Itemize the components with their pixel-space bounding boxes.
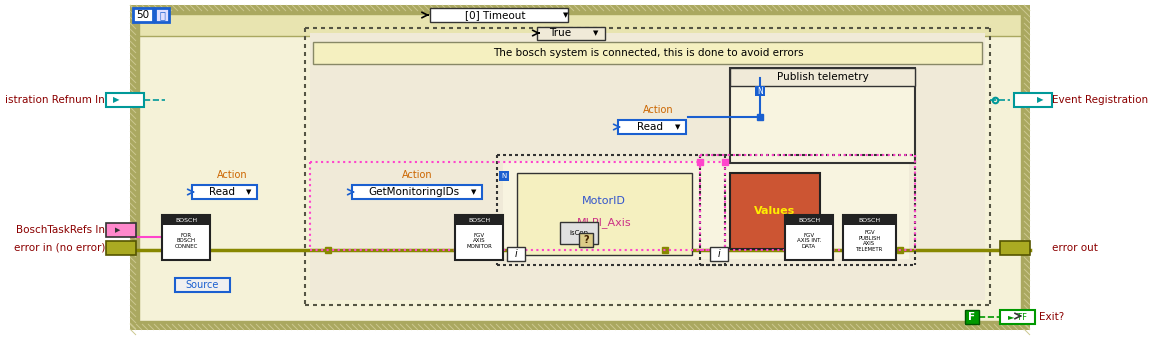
Text: Action: Action bbox=[643, 105, 674, 115]
Text: FGV
AXIS
MONITOR: FGV AXIS MONITOR bbox=[466, 233, 492, 249]
Bar bbox=[618, 120, 686, 134]
Text: ▶: ▶ bbox=[1037, 95, 1043, 104]
Bar bbox=[560, 222, 598, 244]
Bar bbox=[139, 14, 1021, 321]
Text: True: True bbox=[549, 28, 571, 38]
Text: Action: Action bbox=[217, 170, 247, 180]
Bar bbox=[755, 86, 765, 96]
Bar bbox=[1000, 241, 1030, 255]
Text: isCon: isCon bbox=[570, 230, 588, 236]
Bar bbox=[455, 215, 503, 260]
Text: Exit?: Exit? bbox=[1039, 312, 1065, 322]
Text: BoschTaskRefs In: BoschTaskRefs In bbox=[16, 225, 105, 235]
Bar bbox=[192, 185, 257, 199]
Bar bbox=[455, 215, 503, 225]
Bar bbox=[579, 233, 593, 247]
Text: ⌛: ⌛ bbox=[160, 10, 165, 20]
Bar bbox=[499, 171, 509, 181]
Text: ▶: ▶ bbox=[113, 95, 119, 104]
Text: BOSCH: BOSCH bbox=[859, 218, 881, 222]
Text: N: N bbox=[757, 87, 763, 95]
Text: error out: error out bbox=[1052, 243, 1098, 253]
Text: Read: Read bbox=[637, 122, 664, 132]
Text: i: i bbox=[514, 249, 518, 259]
Text: MLPI_Axis: MLPI_Axis bbox=[577, 218, 631, 228]
Bar bbox=[175, 278, 230, 292]
Bar bbox=[351, 185, 482, 199]
Text: Values: Values bbox=[755, 206, 795, 216]
Bar bbox=[129, 5, 1030, 330]
Bar bbox=[710, 247, 728, 261]
Bar bbox=[538, 27, 605, 40]
Text: Event Registration: Event Registration bbox=[1052, 95, 1148, 105]
Text: error in (no error): error in (no error) bbox=[14, 243, 105, 253]
Bar bbox=[310, 33, 985, 300]
Text: BOSCH: BOSCH bbox=[798, 218, 820, 222]
Bar bbox=[965, 310, 979, 324]
Bar bbox=[430, 8, 568, 22]
Text: ▼: ▼ bbox=[246, 189, 252, 195]
Text: istration Refnum In: istration Refnum In bbox=[6, 95, 105, 105]
Text: [0] Timeout: [0] Timeout bbox=[465, 10, 525, 20]
Text: FOR
BOSCH
CONNEC: FOR BOSCH CONNEC bbox=[175, 233, 198, 249]
Bar bbox=[133, 8, 153, 22]
Text: GetMonitoringIDs: GetMonitoringIDs bbox=[369, 187, 460, 197]
Text: ▼: ▼ bbox=[563, 12, 569, 18]
Bar bbox=[843, 215, 896, 225]
Text: ▼: ▼ bbox=[675, 124, 681, 130]
Text: FGV
AXIS INT.
DATA: FGV AXIS INT. DATA bbox=[796, 233, 821, 249]
Text: Publish telemetry: Publish telemetry bbox=[777, 72, 868, 82]
Bar bbox=[313, 42, 981, 64]
Text: ?: ? bbox=[583, 235, 588, 245]
Bar bbox=[507, 247, 525, 261]
Bar bbox=[729, 173, 820, 249]
Bar bbox=[1014, 93, 1052, 107]
Text: F: F bbox=[969, 312, 976, 322]
Text: i: i bbox=[718, 249, 720, 259]
Bar bbox=[503, 161, 719, 259]
Bar bbox=[785, 215, 833, 225]
Bar bbox=[139, 14, 1021, 36]
Bar bbox=[843, 215, 896, 260]
Text: Source: Source bbox=[185, 280, 218, 290]
Text: FGV
PUBLISH
AXIS
TELEMETR: FGV PUBLISH AXIS TELEMETR bbox=[855, 230, 883, 252]
Bar bbox=[162, 215, 210, 260]
Bar bbox=[106, 223, 136, 237]
Text: ▼: ▼ bbox=[593, 30, 599, 36]
Text: ► TF: ► TF bbox=[1008, 312, 1027, 322]
Text: N: N bbox=[502, 173, 506, 179]
Bar bbox=[162, 215, 210, 225]
Bar bbox=[106, 241, 136, 255]
Text: Read: Read bbox=[209, 187, 235, 197]
Bar bbox=[706, 161, 909, 259]
Text: The bosch system is connected, this is done to avoid errors: The bosch system is connected, this is d… bbox=[492, 48, 803, 58]
Text: 50: 50 bbox=[136, 10, 149, 20]
Bar bbox=[155, 8, 169, 22]
Bar bbox=[106, 93, 144, 107]
Text: MotorID: MotorID bbox=[583, 196, 625, 206]
Bar bbox=[729, 68, 916, 86]
Bar bbox=[729, 68, 916, 163]
Bar bbox=[517, 173, 692, 255]
Text: BOSCH: BOSCH bbox=[175, 218, 197, 222]
Text: ▼: ▼ bbox=[472, 189, 476, 195]
Text: Action: Action bbox=[402, 170, 432, 180]
Text: ▶: ▶ bbox=[116, 227, 120, 233]
Text: BOSCH: BOSCH bbox=[468, 218, 490, 222]
Bar bbox=[1000, 310, 1035, 324]
Bar bbox=[785, 215, 833, 260]
